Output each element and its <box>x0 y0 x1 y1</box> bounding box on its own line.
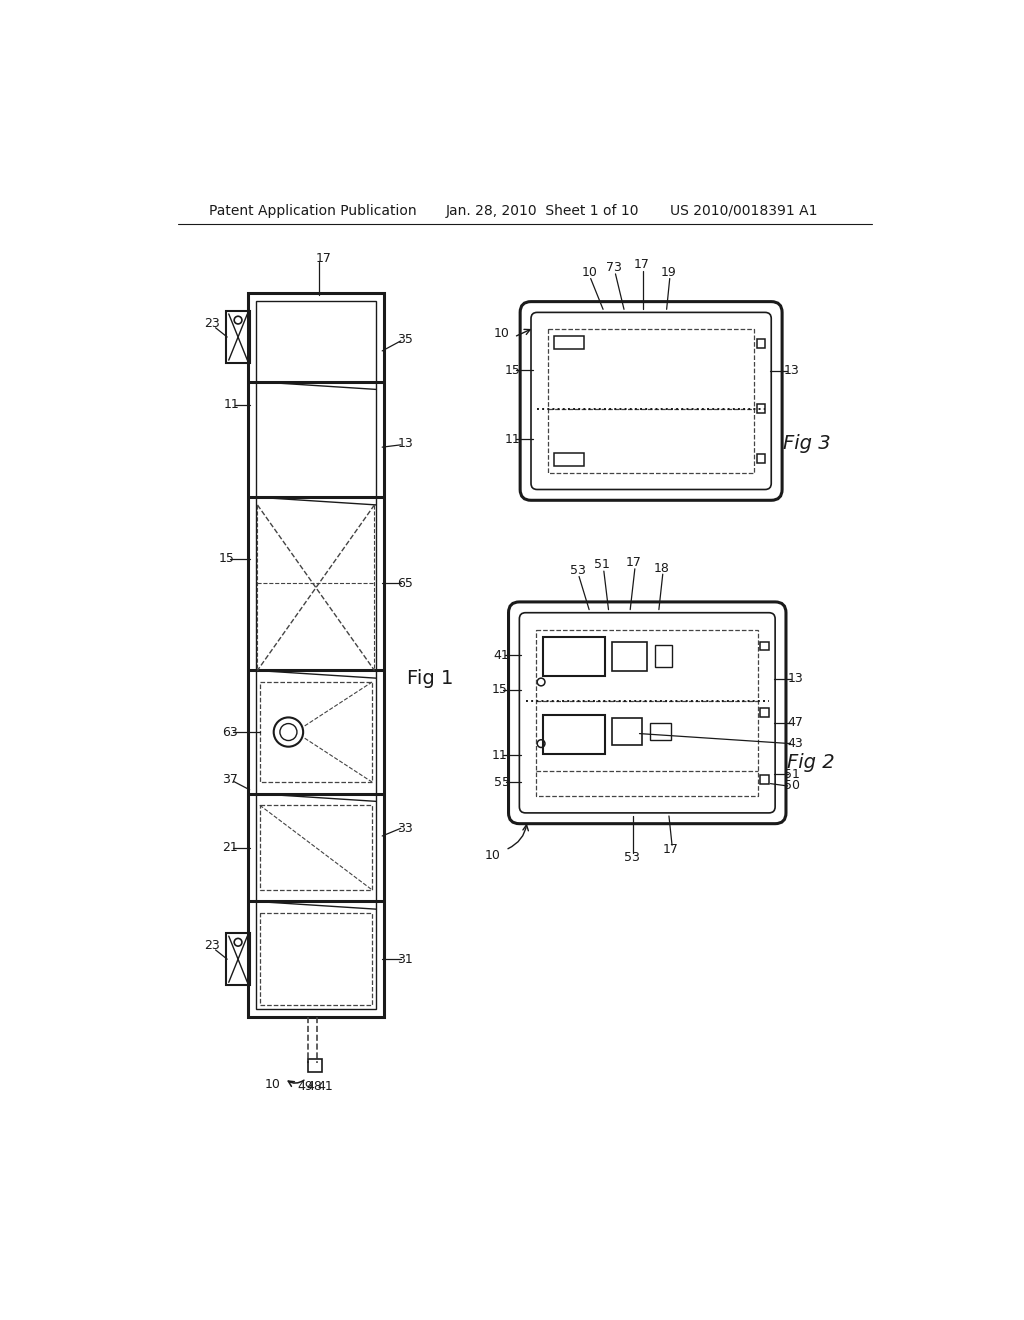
Text: 65: 65 <box>397 577 414 590</box>
Bar <box>225 312 251 363</box>
Text: 51: 51 <box>594 558 610 572</box>
Bar <box>554 335 584 350</box>
Text: 11: 11 <box>492 748 507 762</box>
Bar <box>225 933 251 985</box>
Text: 13: 13 <box>397 437 414 450</box>
Text: 55: 55 <box>495 776 510 788</box>
Text: 51: 51 <box>784 768 800 781</box>
Text: 63: 63 <box>221 726 238 739</box>
Text: 53: 53 <box>624 851 640 865</box>
Text: Fig 3: Fig 3 <box>783 434 830 453</box>
Text: Patent Application Publication: Patent Application Publication <box>209 203 417 218</box>
Text: 10: 10 <box>484 849 500 862</box>
Bar <box>612 642 647 671</box>
Text: 53: 53 <box>569 564 586 577</box>
Text: 10: 10 <box>494 327 510 341</box>
Bar <box>761 708 769 717</box>
Text: 41: 41 <box>317 1080 333 1093</box>
Bar <box>260 805 372 890</box>
Bar <box>543 715 604 754</box>
Text: 11: 11 <box>223 399 239 412</box>
Text: 50: 50 <box>784 779 800 792</box>
Bar <box>260 682 372 781</box>
Text: 33: 33 <box>397 822 414 834</box>
Text: 15: 15 <box>505 363 520 376</box>
Bar <box>757 339 765 348</box>
Text: 35: 35 <box>397 333 414 346</box>
Text: 18: 18 <box>653 561 669 574</box>
Bar <box>649 723 672 739</box>
Text: 48: 48 <box>306 1080 322 1093</box>
Text: Jan. 28, 2010  Sheet 1 of 10: Jan. 28, 2010 Sheet 1 of 10 <box>445 203 639 218</box>
Text: 47: 47 <box>787 717 803 730</box>
Text: 21: 21 <box>221 841 238 854</box>
Text: 31: 31 <box>397 953 414 966</box>
Text: 15: 15 <box>218 552 234 565</box>
Bar <box>308 1059 322 1072</box>
Text: 10: 10 <box>582 265 597 279</box>
Text: 17: 17 <box>663 843 679 857</box>
Bar <box>256 301 376 1010</box>
Text: 23: 23 <box>204 317 219 330</box>
Bar <box>248 293 384 1016</box>
Text: US 2010/0018391 A1: US 2010/0018391 A1 <box>671 203 818 218</box>
Bar <box>761 642 769 651</box>
Bar <box>543 638 604 676</box>
Text: 17: 17 <box>626 556 641 569</box>
Text: 73: 73 <box>606 261 622 275</box>
Text: 10: 10 <box>265 1078 281 1092</box>
Bar <box>655 645 672 667</box>
Text: 15: 15 <box>492 684 507 696</box>
Text: 43: 43 <box>787 737 803 750</box>
Bar <box>761 775 769 784</box>
Text: 17: 17 <box>634 259 650 271</box>
Text: 41: 41 <box>493 648 509 661</box>
Text: Fig 1: Fig 1 <box>407 669 454 688</box>
Text: 11: 11 <box>505 433 520 446</box>
Text: 13: 13 <box>787 672 803 685</box>
Text: 13: 13 <box>783 364 800 378</box>
Bar <box>548 330 755 473</box>
Bar <box>260 913 372 1006</box>
Text: 19: 19 <box>660 265 676 279</box>
Text: Fig 2: Fig 2 <box>786 754 835 772</box>
Bar <box>537 630 758 796</box>
Text: 17: 17 <box>315 252 331 265</box>
Bar <box>757 404 765 413</box>
Text: 49: 49 <box>298 1080 313 1093</box>
Bar <box>757 454 765 462</box>
Bar <box>554 453 584 466</box>
Text: 23: 23 <box>204 939 219 952</box>
Bar <box>612 718 642 744</box>
Text: 37: 37 <box>221 774 238 787</box>
